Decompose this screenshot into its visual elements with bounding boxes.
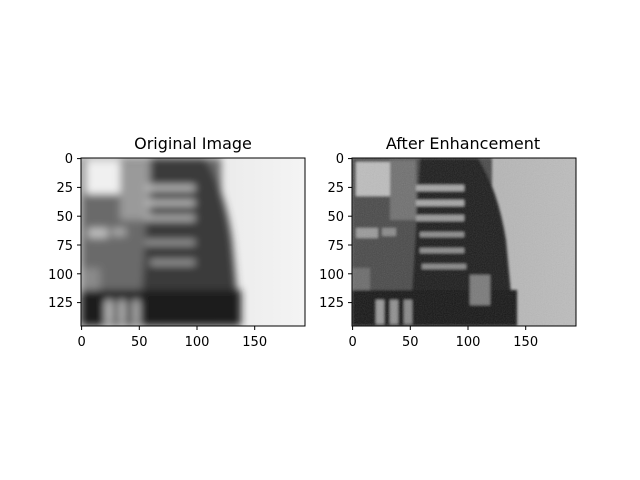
y-tick-label: 125 (319, 296, 344, 311)
panel-title-original: Original Image (134, 134, 252, 153)
x-tick-label: 150 (242, 335, 267, 350)
x-tick-label: 100 (456, 335, 481, 350)
y-tick-label: 75 (327, 239, 344, 254)
x-tick-label: 0 (348, 335, 356, 350)
original-image (81, 158, 305, 326)
x-axis-enhanced: 0 50 100 150 (348, 326, 538, 350)
y-axis-enhanced: 0 25 50 75 100 125 (319, 152, 352, 311)
y-tick-label: 50 (56, 210, 73, 225)
y-tick-label: 0 (65, 152, 73, 167)
x-axis-original: 0 50 100 150 (77, 326, 267, 350)
enhanced-image (352, 158, 576, 326)
y-tick-label: 50 (327, 210, 344, 225)
y-tick-label: 125 (48, 296, 73, 311)
y-tick-label: 0 (336, 152, 344, 167)
y-axis-original: 0 25 50 75 100 125 (48, 152, 81, 311)
x-tick-label: 150 (513, 335, 538, 350)
y-tick-label: 75 (56, 239, 73, 254)
y-tick-label: 100 (319, 268, 344, 283)
x-tick-label: 50 (131, 335, 148, 350)
panel-original: Original Image (48, 134, 305, 350)
panel-enhanced: After Enhancement (319, 134, 576, 350)
x-tick-label: 0 (77, 335, 85, 350)
y-tick-label: 100 (48, 268, 73, 283)
y-tick-label: 25 (327, 181, 344, 196)
x-tick-label: 100 (185, 335, 210, 350)
y-tick-label: 25 (56, 181, 73, 196)
panel-title-enhanced: After Enhancement (386, 134, 540, 153)
x-tick-label: 50 (402, 335, 419, 350)
